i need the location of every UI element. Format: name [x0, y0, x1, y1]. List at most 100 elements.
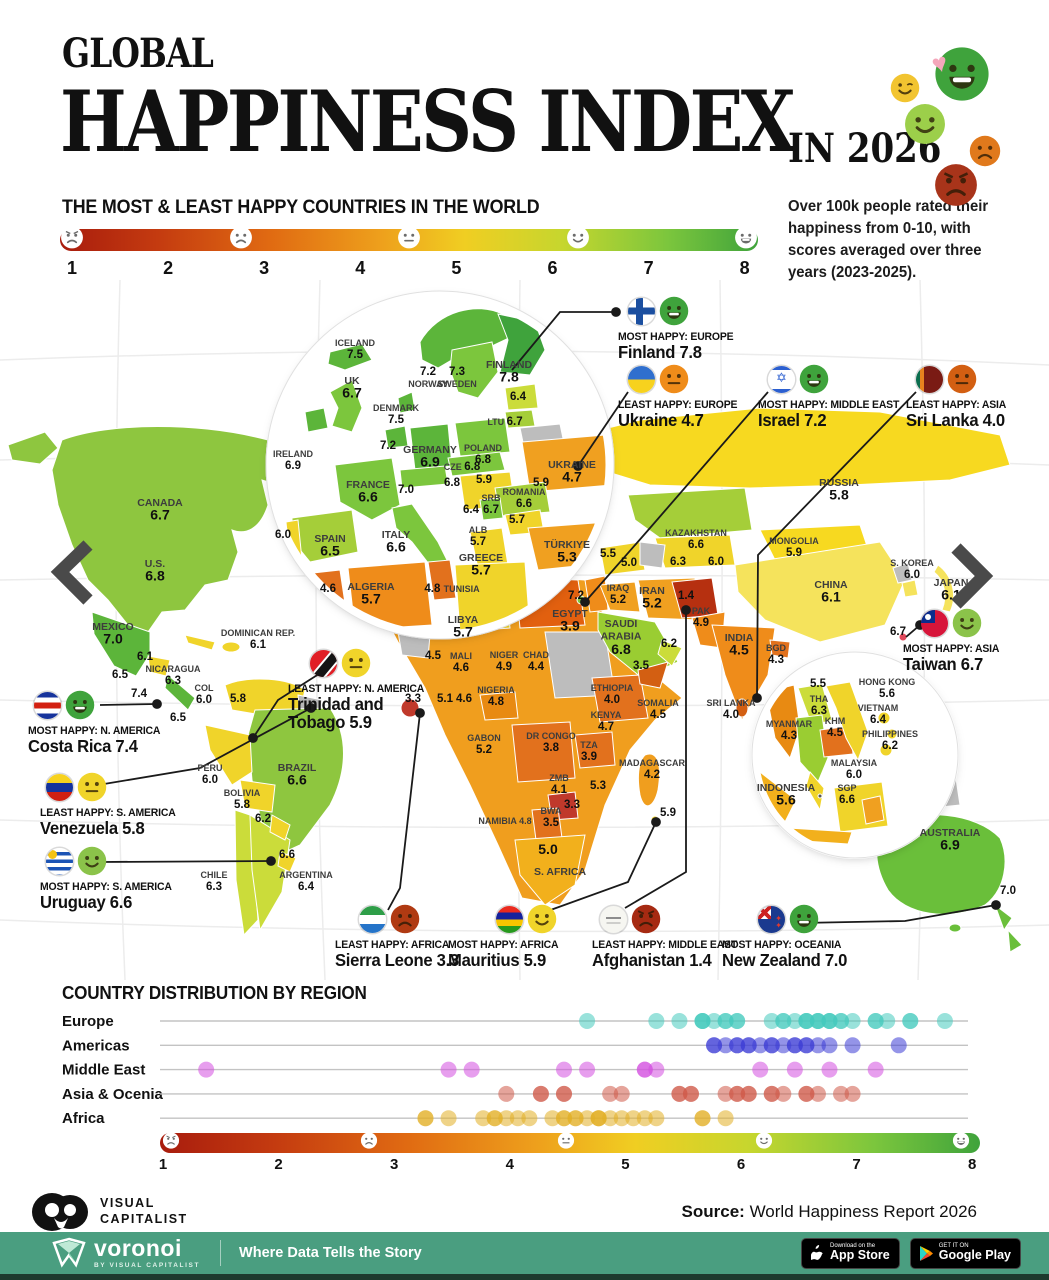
prev-arrow-icon[interactable] — [50, 540, 93, 605]
map-label-chile: CHILE — [201, 870, 228, 880]
afghanistan-emoji-icon — [631, 904, 661, 934]
map-label-nigeria: NIGERIA — [477, 685, 515, 695]
map-label-kenya-value: 4.7 — [598, 721, 614, 733]
map-label-niger: NIGER — [490, 650, 519, 660]
map-label-russia: RUSSIA — [819, 477, 859, 489]
map-label-australia-value: 6.9 — [940, 837, 960, 853]
laos-shape — [797, 683, 833, 727]
scale-tick-7: 7 — [852, 1156, 861, 1173]
distribution-dot — [867, 1013, 884, 1029]
distribution-dot — [775, 1085, 792, 1102]
connector-dot-costarica — [152, 699, 162, 709]
map-label-bolivia: BOLIVIA — [224, 788, 261, 798]
callout-country-score: Costa Rica 7.4 — [28, 736, 138, 756]
callout-category: LEAST HAPPY: AFRICA — [335, 939, 450, 951]
scale-tick-1: 1 — [66, 258, 78, 278]
scale-tick-2: 2 — [163, 258, 174, 278]
map-label-u-s-: U.S. — [145, 558, 166, 570]
distribution-dot — [717, 1013, 734, 1029]
iceland-shape — [327, 343, 373, 371]
denmark-shape — [397, 391, 416, 414]
source-credit: Source: World Happiness Report 2026 — [681, 1202, 977, 1221]
uk-shape — [329, 379, 363, 433]
distribution-dot — [879, 1013, 896, 1029]
app-store-badge[interactable]: Download on the App Store — [801, 1237, 900, 1269]
map-label-italy-value: 6.6 — [386, 539, 406, 555]
connector-dot-afghanistan — [681, 605, 691, 615]
map-label-ireland-value: 6.9 — [285, 460, 301, 472]
map-label-ltu: LTU 6.7 — [487, 416, 522, 428]
map-label-kenya: KENYA — [591, 710, 622, 720]
map-label-sgp-value: 6.6 — [839, 794, 855, 806]
map-label-sgp: SGP — [837, 783, 856, 793]
japan-shape — [933, 564, 954, 613]
map-label-7-4-value: 7.4 — [131, 688, 148, 700]
map-label-libya: LIBYA — [448, 614, 479, 626]
distribution-dot — [648, 1013, 665, 1029]
france-shape — [334, 457, 401, 521]
callout-srilanka: LEAST HAPPY: ASIA Sri Lanka 4.0 — [906, 364, 1011, 429]
map-label-greece: GREECE — [459, 552, 503, 564]
map-label-ukraine-value: 4.7 — [562, 469, 582, 485]
google-play-badge[interactable]: GET IT ON Google Play — [909, 1237, 1021, 1269]
callout-taiwan: MOST HAPPY: ASIA Taiwan 6.7 — [903, 608, 1004, 673]
map-label-chile-value: 6.3 — [206, 881, 222, 893]
distribution-dot — [717, 1085, 734, 1102]
map-label-russia-value: 5.8 — [829, 487, 849, 503]
map-label-mongolia: MONGOLIA — [769, 536, 819, 546]
callout-country-score: Finland 7.8 — [618, 342, 702, 362]
distribution-dot — [648, 1061, 665, 1078]
distribution-dot — [198, 1061, 215, 1078]
scale-tick-4: 4 — [355, 258, 366, 278]
map-label-mali: MALI — [450, 651, 472, 661]
map-label-chad: CHAD — [523, 650, 549, 660]
scale-face-laugh — [735, 226, 758, 254]
scale-tick-6: 6 — [547, 258, 558, 278]
ukraine-flag-icon — [628, 365, 655, 393]
callout-country-score: Taiwan 6.7 — [903, 654, 984, 674]
turkmenistan-gray — [639, 541, 666, 569]
callout-country-score: Ukraine 4.7 — [618, 410, 704, 430]
distribution-dot — [521, 1110, 538, 1127]
scale-tick-8: 8 — [968, 1156, 977, 1173]
callout-category: MOST HAPPY: OCEANIA — [722, 939, 842, 951]
callout-uruguay: MOST HAPPY: S. AMERICA Uruguay 6.6 — [40, 846, 179, 911]
distribution-dot — [833, 1085, 850, 1102]
callout-category: MOST HAPPY: EUROPE — [618, 331, 734, 343]
apple-icon — [811, 1245, 823, 1260]
scale-tick-2: 2 — [274, 1156, 283, 1173]
map-label-pak-value: 4.9 — [693, 617, 709, 629]
next-arrow-icon[interactable] — [951, 543, 994, 609]
map-label-5-0-value: 5.0 — [621, 557, 637, 569]
map-label-hong-kong-value: 5.6 — [879, 688, 895, 700]
afghanistan-flag-icon — [600, 905, 627, 933]
footer-tagline: Where Data Tells the Story — [239, 1245, 422, 1261]
map-label-u-s--value: 6.8 — [145, 568, 165, 584]
map-label-nicaragua-value: 6.3 — [165, 675, 181, 687]
map-label-bolivia-value: 5.8 — [234, 799, 251, 811]
connector-dot-ukraine — [573, 461, 583, 471]
map-label-tza-value: 3.9 — [581, 751, 597, 763]
map-label-mali-value: 4.6 — [453, 662, 469, 674]
distribution-dot — [809, 1013, 826, 1029]
distribution-dot — [775, 1037, 792, 1054]
distribution-dot — [694, 1110, 711, 1127]
poland-shape — [454, 417, 511, 457]
distribution-dot — [844, 1013, 861, 1029]
distribution-dot — [671, 1085, 688, 1102]
trinidad-flag-icon — [310, 649, 337, 677]
scale-face-angry — [61, 226, 84, 254]
callout-category: MOST HAPPY: S. AMERICA — [40, 881, 172, 893]
distribution-dot — [844, 1085, 861, 1102]
philippines-1 — [877, 711, 891, 725]
distribution-dot — [509, 1110, 526, 1127]
scale-face-neutral — [557, 1132, 575, 1154]
new-zealand-north — [993, 903, 1013, 932]
nigeria-shape — [479, 691, 519, 721]
map-label-argentina: ARGENTINA — [279, 870, 333, 880]
map-label-3-3-value: 3.3 — [405, 693, 421, 705]
map-label-6-3-value: 6.3 — [670, 556, 686, 568]
distribution-dot — [809, 1037, 826, 1054]
map-label-6-0-value: 6.0 — [708, 556, 724, 568]
